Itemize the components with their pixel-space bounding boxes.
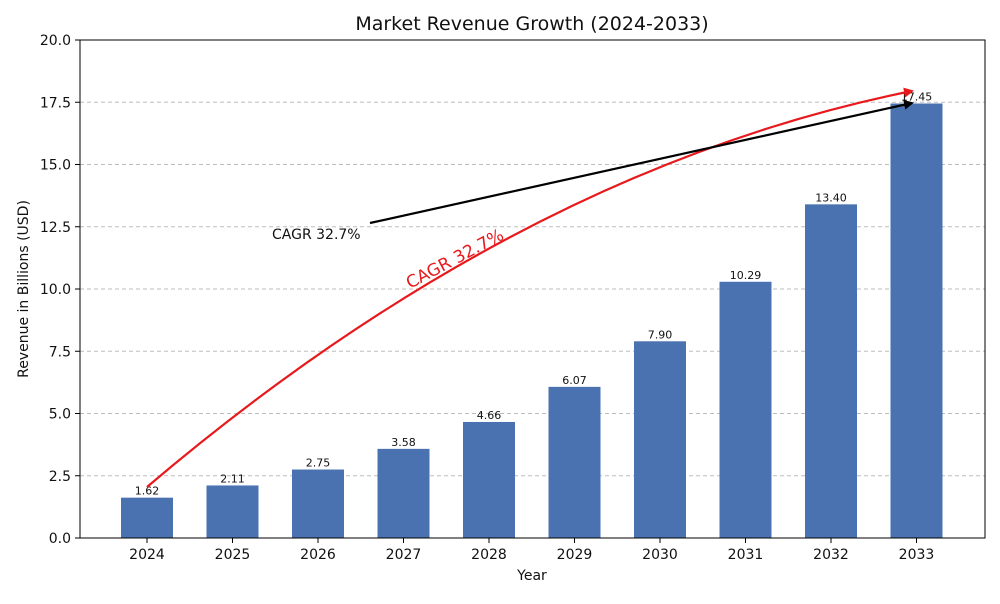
data-label-2026: 2.75 xyxy=(306,457,331,470)
x-tick-label: 2027 xyxy=(386,547,422,563)
cagr-annotation-black: CAGR 32.7% xyxy=(272,227,361,243)
data-label-2030: 7.90 xyxy=(648,328,673,341)
gridlines xyxy=(80,101,985,477)
cagr-annotation-red: CAGR 32.7% xyxy=(403,225,507,293)
y-axis-ticks: 0.0 2.5 5.0 7.5 10.0 12.5 15.0 17.5 20.0 xyxy=(40,33,80,547)
x-tick-label: 2024 xyxy=(129,547,165,563)
y-tick-label: 10.0 xyxy=(40,282,71,298)
y-tick-label: 12.5 xyxy=(40,220,71,236)
bar-2025 xyxy=(206,485,259,538)
bar-2031 xyxy=(719,281,772,538)
y-tick-label: 7.5 xyxy=(49,344,71,360)
bar-2030 xyxy=(634,341,686,538)
bar-2024 xyxy=(121,497,173,538)
x-axis-ticks: 2024 2025 2026 2027 2028 2029 2030 2031 2032 2033 xyxy=(129,538,934,563)
cagr-curve-arrow xyxy=(146,87,914,488)
x-tick-label: 2032 xyxy=(813,547,849,563)
data-label-2024: 1.62 xyxy=(135,485,160,498)
y-tick-label: 15.0 xyxy=(40,158,71,174)
bar-2032 xyxy=(805,204,857,538)
data-label-2028: 4.66 xyxy=(477,409,502,422)
x-tick-label: 2031 xyxy=(728,547,764,563)
bar-2029 xyxy=(548,386,601,538)
data-label-2029: 6.07 xyxy=(562,374,587,387)
data-labels: 1.622.112.753.584.666.077.9010.2913.4017… xyxy=(135,90,933,497)
x-tick-label: 2026 xyxy=(300,547,336,563)
bar-2028 xyxy=(463,421,515,538)
x-tick-label: 2028 xyxy=(471,547,507,563)
y-tick-label: 5.0 xyxy=(49,407,71,423)
x-tick-label: 2029 xyxy=(557,547,593,563)
x-axis-label: Year xyxy=(516,568,547,584)
x-tick-label: 2025 xyxy=(215,547,251,563)
bars xyxy=(121,103,943,539)
y-tick-label: 20.0 xyxy=(40,33,71,49)
bar-2027 xyxy=(377,448,430,538)
x-tick-label: 2030 xyxy=(642,547,678,563)
y-tick-label: 2.5 xyxy=(49,469,71,485)
y-axis-label: Revenue in Billions (USD) xyxy=(16,200,32,378)
x-tick-label: 2033 xyxy=(899,547,935,563)
bar-2026 xyxy=(292,469,344,538)
chart-title: Market Revenue Growth (2024-2033) xyxy=(355,13,708,35)
data-label-2025: 2.11 xyxy=(220,472,245,485)
data-label-2032: 13.40 xyxy=(815,191,847,204)
y-tick-label: 17.5 xyxy=(40,95,71,111)
data-label-2031: 10.29 xyxy=(730,269,762,282)
data-label-2027: 3.58 xyxy=(391,436,416,449)
y-tick-label: 0.0 xyxy=(49,531,71,547)
bar-2033 xyxy=(890,103,943,539)
cagr-straight-arrow xyxy=(369,99,914,225)
